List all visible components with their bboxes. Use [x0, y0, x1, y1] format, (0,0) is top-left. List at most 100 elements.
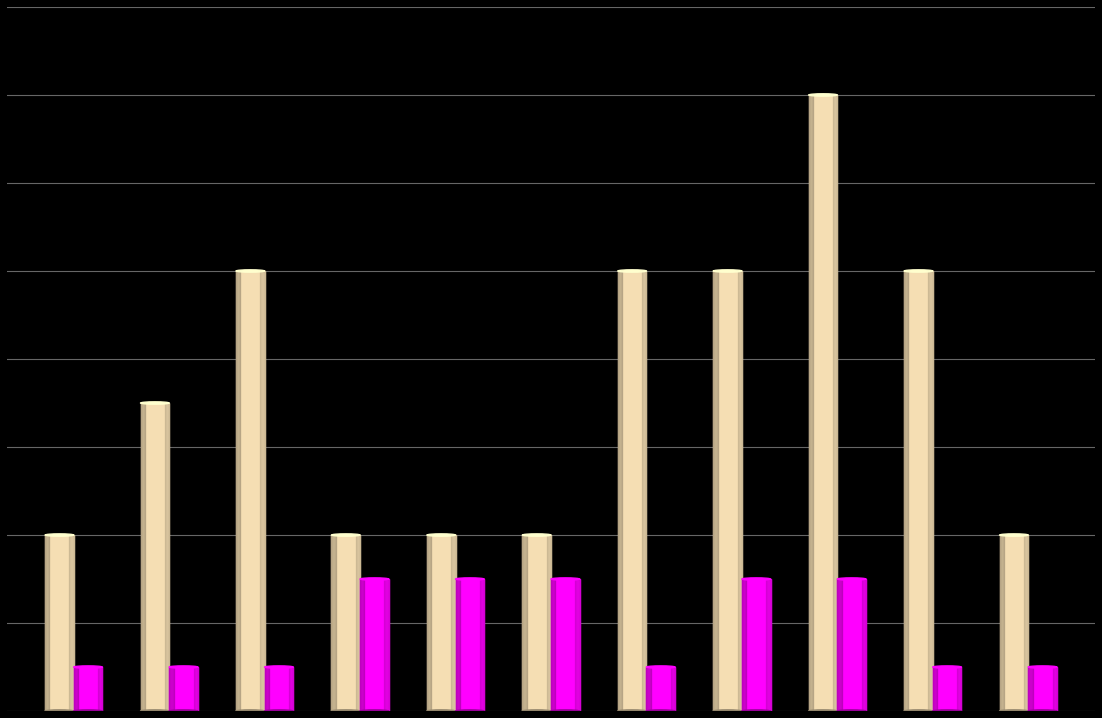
Ellipse shape [809, 94, 838, 96]
Ellipse shape [618, 270, 647, 272]
Ellipse shape [1000, 710, 1028, 712]
Ellipse shape [455, 578, 484, 580]
Bar [809, 95, 813, 711]
Bar [742, 579, 770, 711]
Bar [332, 535, 360, 711]
Bar [1000, 535, 1028, 711]
Ellipse shape [236, 710, 264, 712]
Bar [141, 403, 170, 711]
Ellipse shape [236, 270, 264, 272]
Bar [737, 271, 742, 711]
Bar [236, 271, 240, 711]
Bar [45, 535, 50, 711]
Bar [170, 667, 173, 711]
Bar [236, 271, 264, 711]
Bar [862, 579, 866, 711]
Bar [194, 667, 198, 711]
Ellipse shape [74, 666, 102, 668]
Ellipse shape [332, 710, 360, 712]
Bar [766, 579, 770, 711]
Bar [575, 579, 580, 711]
Bar [479, 579, 484, 711]
Bar [165, 403, 170, 711]
Ellipse shape [264, 666, 293, 668]
Ellipse shape [45, 534, 74, 536]
Ellipse shape [742, 710, 770, 712]
Bar [618, 271, 623, 711]
Ellipse shape [647, 710, 676, 712]
Bar [838, 579, 842, 711]
Bar [647, 667, 676, 711]
Bar [360, 579, 365, 711]
Ellipse shape [551, 578, 580, 580]
Ellipse shape [932, 666, 961, 668]
Ellipse shape [141, 710, 170, 712]
Bar [522, 535, 551, 711]
Bar [904, 271, 908, 711]
Bar [713, 271, 742, 711]
Bar [264, 667, 293, 711]
Bar [547, 535, 551, 711]
Bar [1052, 667, 1057, 711]
Bar [1028, 667, 1057, 711]
Bar [455, 579, 484, 711]
Ellipse shape [1000, 534, 1028, 536]
Bar [713, 271, 717, 711]
Ellipse shape [360, 578, 389, 580]
Bar [833, 95, 838, 711]
Ellipse shape [838, 578, 866, 580]
Bar [647, 667, 651, 711]
Bar [455, 579, 460, 711]
Ellipse shape [170, 666, 198, 668]
Ellipse shape [932, 710, 961, 712]
Bar [74, 667, 78, 711]
Bar [98, 667, 102, 711]
Bar [1028, 667, 1033, 711]
Bar [838, 579, 866, 711]
Ellipse shape [426, 710, 455, 712]
Bar [1000, 535, 1004, 711]
Bar [260, 271, 264, 711]
Ellipse shape [1028, 666, 1057, 668]
Bar [522, 535, 527, 711]
Ellipse shape [838, 710, 866, 712]
Bar [618, 271, 647, 711]
Bar [642, 271, 647, 711]
Bar [385, 579, 389, 711]
Ellipse shape [904, 270, 932, 272]
Bar [264, 667, 269, 711]
Bar [929, 271, 932, 711]
Ellipse shape [170, 710, 198, 712]
Ellipse shape [141, 402, 170, 404]
Bar [958, 667, 961, 711]
Ellipse shape [618, 710, 647, 712]
Ellipse shape [74, 710, 102, 712]
Bar [426, 535, 431, 711]
Ellipse shape [809, 710, 838, 712]
Bar [360, 579, 389, 711]
Ellipse shape [551, 710, 580, 712]
Bar [904, 271, 932, 711]
Ellipse shape [904, 710, 932, 712]
Bar [45, 535, 74, 711]
Ellipse shape [455, 710, 484, 712]
Bar [932, 667, 961, 711]
Ellipse shape [713, 270, 742, 272]
Ellipse shape [332, 534, 360, 536]
Ellipse shape [522, 710, 551, 712]
Bar [289, 667, 293, 711]
Bar [170, 667, 198, 711]
Ellipse shape [522, 534, 551, 536]
Ellipse shape [426, 534, 455, 536]
Bar [74, 667, 102, 711]
Bar [809, 95, 838, 711]
Bar [742, 579, 746, 711]
Bar [551, 579, 555, 711]
Ellipse shape [647, 666, 676, 668]
Bar [551, 579, 580, 711]
Bar [69, 535, 74, 711]
Ellipse shape [45, 710, 74, 712]
Ellipse shape [264, 710, 293, 712]
Bar [356, 535, 360, 711]
Bar [451, 535, 455, 711]
